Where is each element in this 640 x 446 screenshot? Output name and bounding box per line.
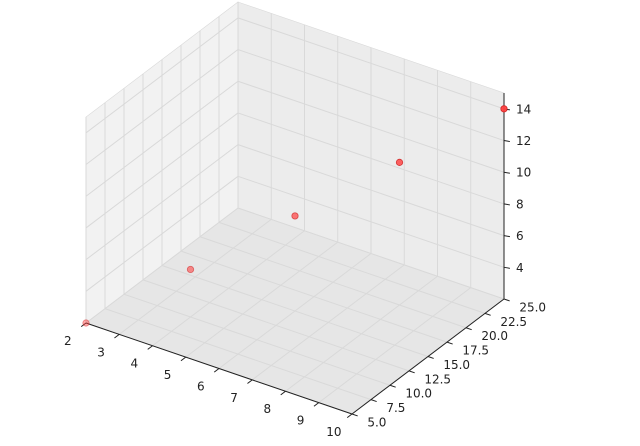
z-tick-label: 4 — [516, 261, 524, 275]
tick-labels: 2 3 4 5 6 7 8 9 10 5.07.510.012.515.017.520.022.5… — [64, 102, 546, 439]
x-tick — [80, 322, 87, 328]
y-tick — [389, 384, 396, 388]
z-grid-back — [237, 144, 505, 237]
y-tick-label: 15.0 — [443, 358, 470, 372]
x-tick-label: 5 — [164, 368, 172, 382]
z-grid-back — [237, 112, 505, 205]
z-tick-label: 6 — [516, 229, 524, 243]
z-grid-left — [85, 17, 239, 134]
z-tick — [503, 235, 510, 238]
x-tick-label: 8 — [264, 402, 272, 416]
z-tick-label: 8 — [516, 197, 524, 211]
z-grid-left — [85, 175, 239, 292]
x-tick — [180, 356, 187, 362]
axis-panes — [85, 1, 505, 415]
x-tick — [280, 390, 286, 396]
y-tick — [370, 399, 377, 403]
tick-marks — [80, 108, 510, 419]
z-tick — [503, 266, 510, 269]
z-tick-label: 14 — [516, 102, 531, 116]
scatter-point — [395, 158, 404, 166]
x-tick-label: 7 — [230, 391, 238, 405]
y-tick — [446, 341, 453, 345]
y-tick-label: 12.5 — [424, 372, 451, 386]
z-tick — [503, 171, 510, 174]
y-tick — [465, 327, 472, 331]
x-tick-label: 4 — [131, 357, 139, 371]
z-grid-back — [237, 175, 505, 268]
z-grid-back — [237, 49, 505, 142]
x-tick-label: 10 — [326, 425, 341, 439]
scatter-point — [186, 265, 195, 274]
y-grid-floor — [180, 250, 448, 343]
y-grid-floor — [199, 236, 467, 329]
z-tick — [503, 140, 510, 143]
y-grid-floor — [123, 293, 391, 386]
y-grid-floor — [237, 207, 505, 300]
y-tick — [408, 370, 415, 374]
x-tick-label: 2 — [64, 334, 72, 348]
z-grid-left — [85, 49, 239, 165]
z-grid-back — [237, 80, 505, 173]
z-tick-label: 12 — [516, 134, 531, 148]
scatter-point — [291, 212, 299, 220]
data-points — [82, 105, 508, 327]
x-tick — [247, 379, 253, 384]
y-tick — [351, 413, 358, 417]
z-grid-left — [85, 80, 239, 197]
z-tick — [503, 203, 510, 206]
x-tick-label: 3 — [97, 345, 105, 359]
y-tick-label: 10.0 — [405, 387, 432, 401]
x-tick — [114, 333, 120, 339]
scatter-point — [500, 105, 508, 113]
scatter-point — [82, 319, 90, 327]
y-tick — [427, 356, 434, 359]
x-tick-label: 6 — [197, 379, 205, 393]
x-tick — [213, 368, 220, 373]
y-tick-label: 20.0 — [481, 329, 508, 343]
x-tick — [313, 402, 320, 407]
x-tick — [346, 413, 353, 419]
y-grid-floor — [104, 308, 372, 401]
x-tick-label: 9 — [297, 414, 305, 428]
y-grid-floor — [142, 279, 410, 372]
z-grid-left — [85, 144, 239, 261]
x-tick — [147, 345, 153, 350]
y-grid-floor — [218, 221, 486, 314]
y-tick-label: 7.5 — [386, 401, 405, 415]
y-tick — [503, 298, 510, 302]
y-tick-label: 22.5 — [500, 315, 527, 329]
y-grid-floor — [161, 265, 429, 357]
z-tick-label: 10 — [516, 166, 531, 180]
y-tick-label: 17.5 — [462, 344, 489, 358]
z-grid-left — [85, 112, 239, 229]
y-tick — [484, 312, 491, 316]
y-tick-label: 25.0 — [519, 300, 546, 314]
z-grid-back — [237, 17, 505, 110]
y-tick-label: 5.0 — [367, 415, 386, 429]
